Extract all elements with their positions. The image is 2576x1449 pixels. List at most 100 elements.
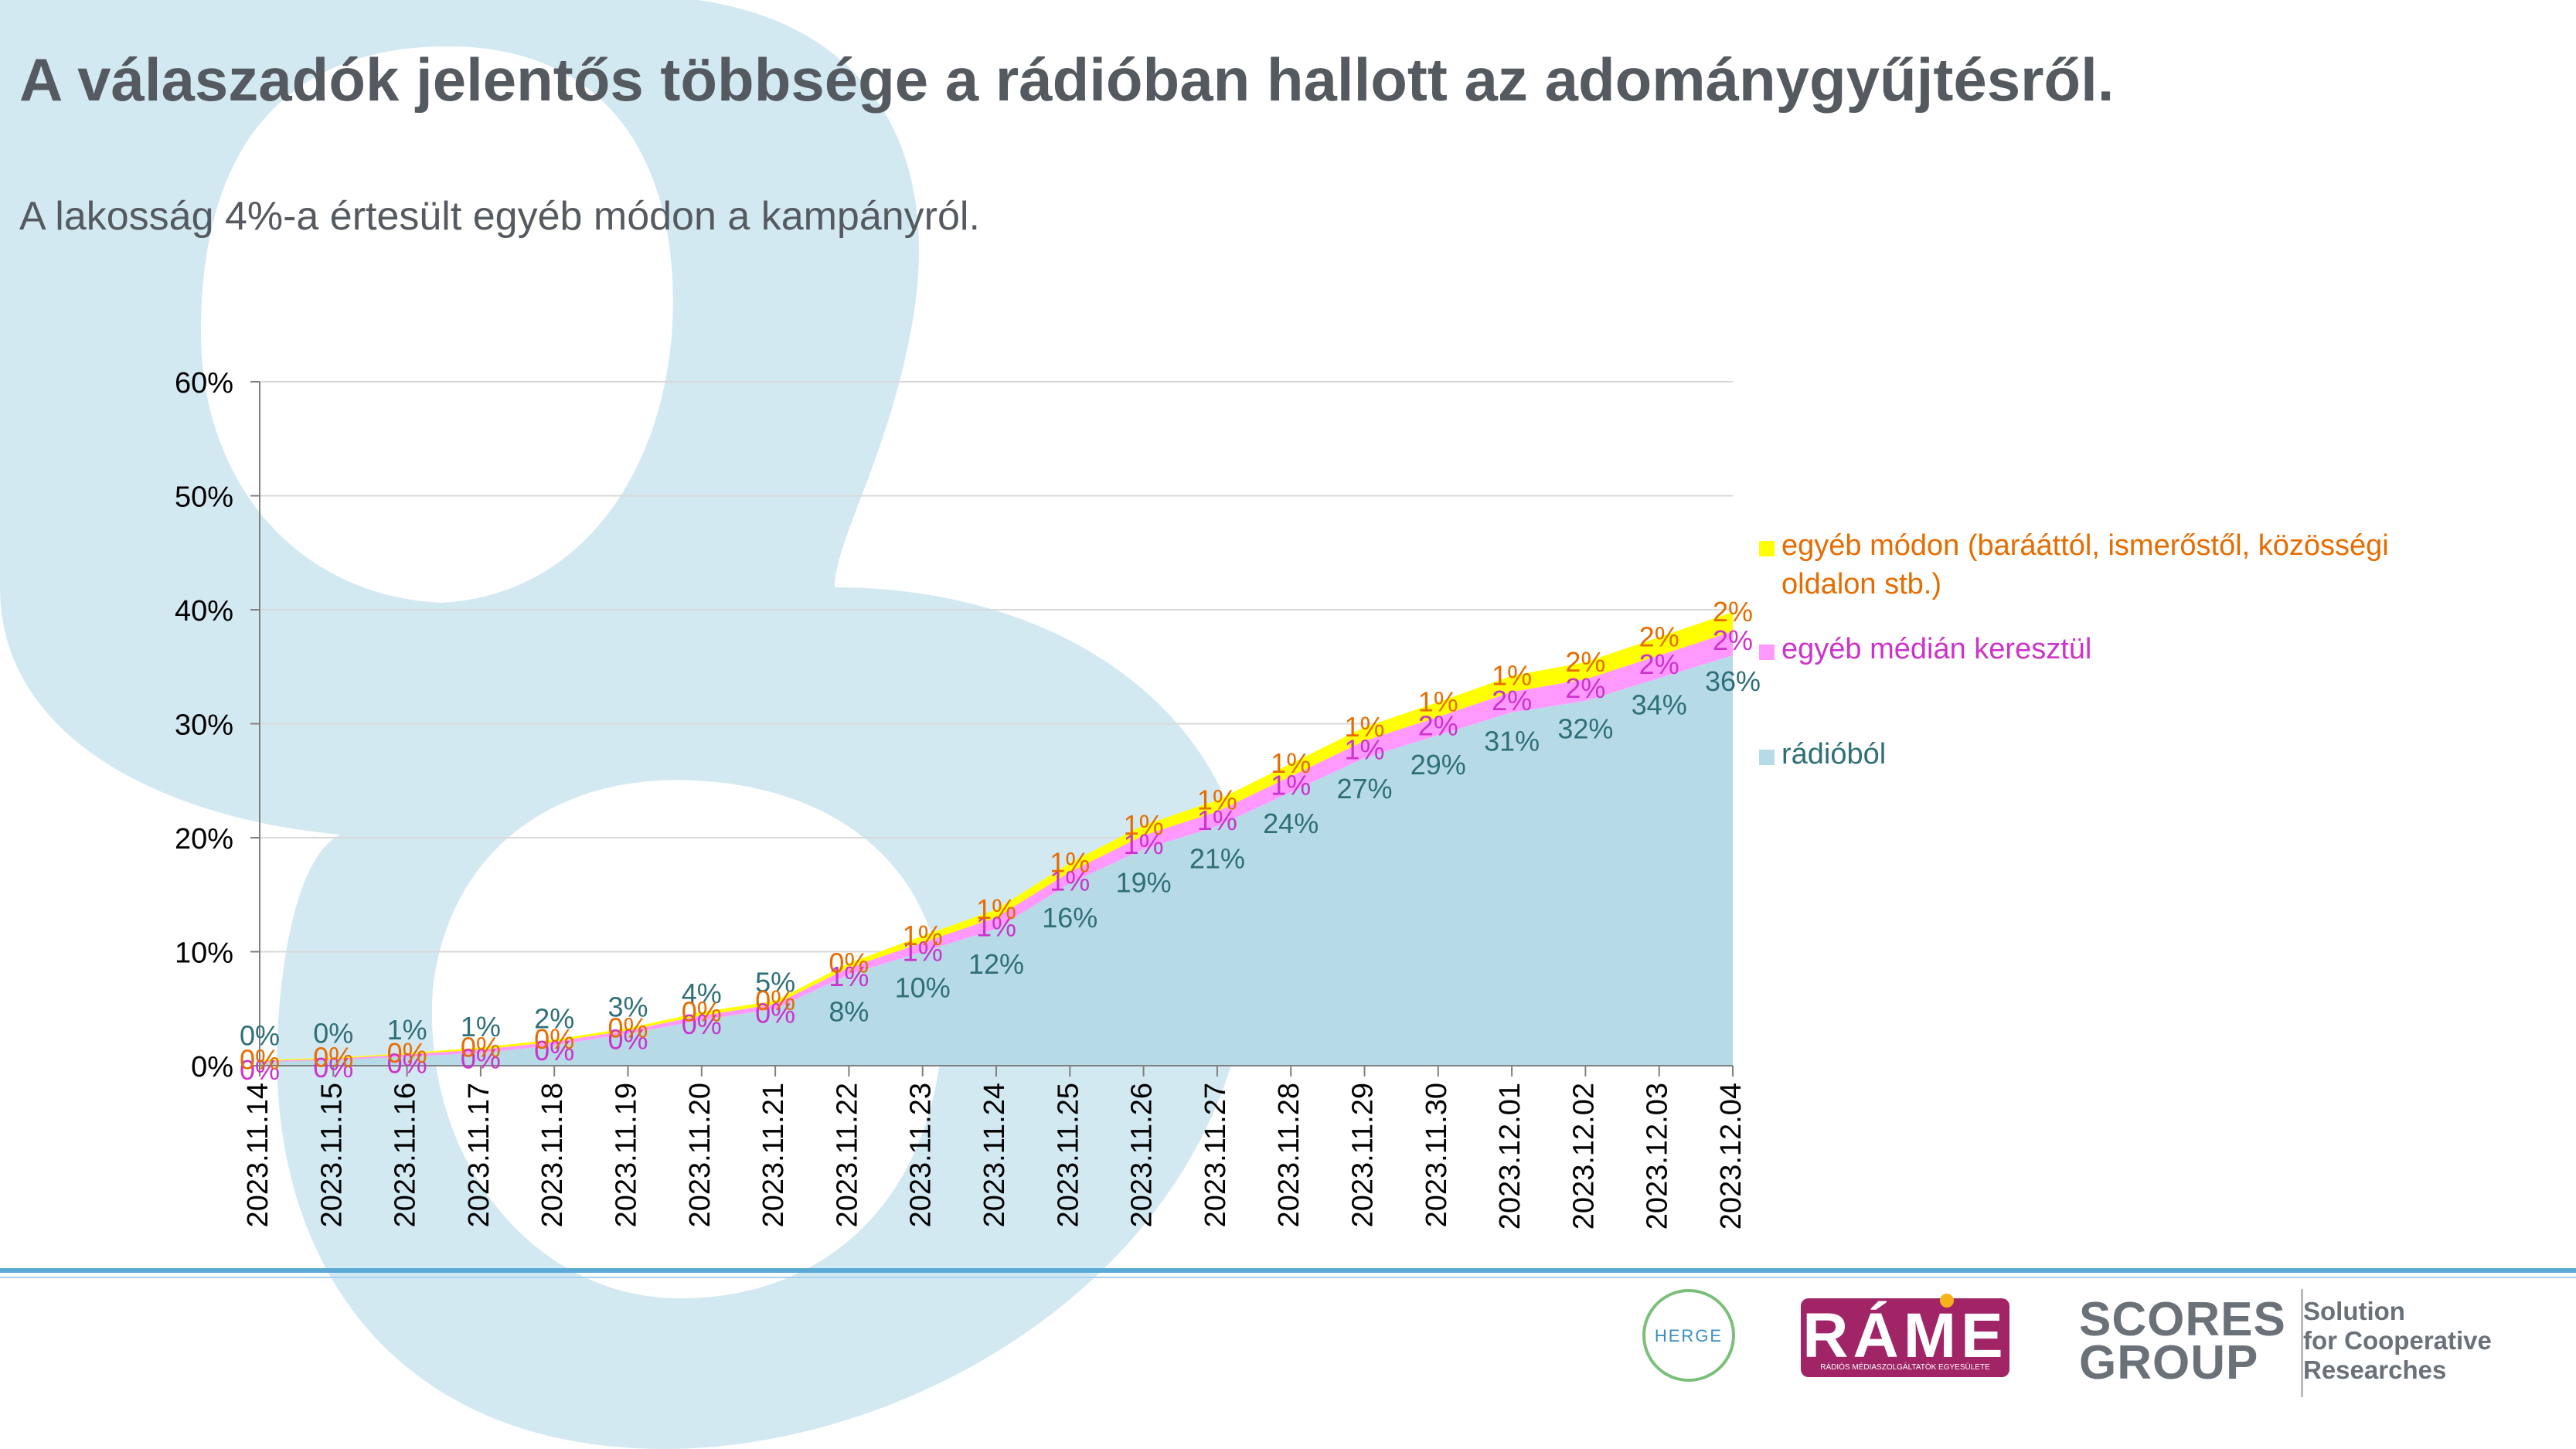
data-label-other: 0% xyxy=(461,1031,501,1063)
data-label-media: 0% xyxy=(313,1052,353,1083)
data-label-media: 1% xyxy=(1197,804,1237,836)
data-label-radio: 32% xyxy=(1557,713,1613,744)
data-label-radio: 27% xyxy=(1336,773,1392,804)
scores-tagline-line: for Cooperative xyxy=(2303,1326,2492,1355)
y-tick-label: 40% xyxy=(175,595,233,628)
data-label-radio: 0% xyxy=(313,1018,353,1049)
legend-swatch-radio xyxy=(1759,750,1775,765)
x-tick-label: 2023.11.17 xyxy=(463,1083,495,1227)
data-label-media: 2% xyxy=(1639,648,1679,680)
legend-swatch-other xyxy=(1759,541,1775,556)
stacked-area-chart: 0% 10% 20% 30% 40% 50% 60% 2023.11.14 2023.11.15… xyxy=(175,367,2389,1230)
legend-label-media: egyéb médián keresztül xyxy=(1781,633,2091,665)
data-label-other: 1% xyxy=(1050,846,1090,878)
scores-group-logo: SCORES GROUP xyxy=(2079,1292,2295,1389)
x-tick-label: 2023.11.25 xyxy=(1052,1083,1084,1227)
y-tick-label: 30% xyxy=(175,709,233,742)
x-tick-label: 2023.11.29 xyxy=(1347,1083,1380,1227)
x-tick-label: 2023.11.15 xyxy=(315,1083,348,1227)
x-tick-label: 2023.11.30 xyxy=(1421,1083,1453,1227)
x-tick-label: 2023.11.22 xyxy=(831,1083,863,1227)
rame-logo-text: RÁME xyxy=(1802,1301,2008,1371)
data-label-media: 1% xyxy=(1271,769,1311,801)
data-label-other: 1% xyxy=(976,893,1016,925)
data-label-radio: 10% xyxy=(895,972,951,1004)
legend-label-radio: rádióból xyxy=(1781,738,1886,770)
scores-logo-divider xyxy=(2301,1289,2303,1397)
x-tick-label: 2023.12.04 xyxy=(1715,1083,1747,1230)
x-tick-label: 2023.12.03 xyxy=(1642,1083,1674,1230)
scores-tagline-line: Solution xyxy=(2303,1297,2405,1325)
data-label-other: 0% xyxy=(240,1044,280,1076)
scores-logo-line1: SCORES xyxy=(2079,1293,2286,1346)
x-tick-label: 2023.11.20 xyxy=(684,1083,716,1227)
x-tick-label: 2023.11.23 xyxy=(905,1083,938,1227)
data-label-media: 2% xyxy=(1492,685,1532,716)
data-label-radio: 21% xyxy=(1189,843,1245,875)
x-tick-label: 2023.12.02 xyxy=(1567,1083,1600,1230)
scores-tagline-line: Researches xyxy=(2303,1355,2447,1384)
data-label-radio: 24% xyxy=(1263,808,1319,839)
data-label-other: 0% xyxy=(313,1042,353,1073)
data-label-media: 0% xyxy=(240,1054,280,1086)
footer-divider xyxy=(0,1268,2576,1273)
data-label-radio: 36% xyxy=(1705,665,1761,697)
area-radio xyxy=(260,655,1733,1066)
data-label-radio: 1% xyxy=(461,1011,501,1043)
page-title: A válaszadók jelentős többsége a rádióba… xyxy=(19,46,2115,114)
data-label-other: 0% xyxy=(829,947,869,978)
data-label-media: 0% xyxy=(755,997,795,1029)
x-tick-label: 2023.11.28 xyxy=(1273,1083,1305,1227)
data-label-media: 1% xyxy=(1050,865,1090,896)
rame-logo: RÁME RÁDIÓS MÉDIASZOLGÁLTATÓK EGYESÜLETE xyxy=(1801,1294,2009,1377)
x-tick-label: 2023.11.18 xyxy=(536,1083,569,1227)
data-label-other: 1% xyxy=(1344,711,1384,743)
data-label-other: 1% xyxy=(1492,660,1532,692)
herge-logo-text: HERGE xyxy=(1654,1326,1724,1345)
data-label-media: 0% xyxy=(461,1043,501,1074)
data-label-media: 0% xyxy=(682,1009,722,1040)
data-label-radio: 0% xyxy=(240,1020,280,1052)
y-tick-label: 10% xyxy=(175,937,233,970)
data-label-radio: 1% xyxy=(387,1014,427,1046)
scores-tagline: Solution for Cooperative Researches xyxy=(2302,1297,2503,1385)
data-label-other: 2% xyxy=(1639,621,1679,652)
data-label-radio: 3% xyxy=(607,992,648,1023)
data-label-other: 1% xyxy=(1418,685,1458,717)
x-tick-label: 2023.11.16 xyxy=(390,1083,422,1227)
data-label-other: 2% xyxy=(1713,596,1753,628)
data-label-radio: 5% xyxy=(755,966,795,998)
x-tick-label: 2023.11.26 xyxy=(1126,1083,1159,1227)
data-label-other: 0% xyxy=(607,1012,648,1043)
data-label-other: 0% xyxy=(387,1037,427,1069)
legend-swatch-media xyxy=(1759,645,1775,660)
data-label-radio: 8% xyxy=(829,995,869,1027)
data-label-media: 1% xyxy=(829,961,869,992)
data-label-other: 0% xyxy=(534,1023,574,1055)
data-label-radio: 29% xyxy=(1411,749,1466,781)
data-label-radio: 31% xyxy=(1484,725,1540,757)
data-label-radio: 4% xyxy=(682,978,722,1009)
rame-logo-subtext: RÁDIÓS MÉDIASZOLGÁLTATÓK EGYESÜLETE xyxy=(1820,1363,1990,1372)
data-label-other: 2% xyxy=(1565,646,1605,678)
footer-divider-thin xyxy=(0,1277,2576,1278)
scores-logo-line2: GROUP xyxy=(2079,1336,2259,1389)
x-tick-label: 2023.11.27 xyxy=(1200,1083,1232,1227)
y-tick-label: 60% xyxy=(175,367,233,400)
x-tick-label: 2023.11.24 xyxy=(978,1083,1011,1227)
legend-label-other: oldalon stb.) xyxy=(1781,568,1941,600)
data-label-radio: 2% xyxy=(534,1002,574,1034)
data-label-media: 1% xyxy=(1344,734,1384,766)
data-label-other: 0% xyxy=(755,985,795,1016)
x-tick-label: 2023.11.19 xyxy=(611,1083,643,1227)
data-label-media: 0% xyxy=(387,1047,427,1079)
data-label-media: 2% xyxy=(1418,710,1458,742)
rame-logo-dot xyxy=(1940,1294,1954,1308)
data-label-media: 0% xyxy=(607,1023,648,1055)
y-tick-label: 0% xyxy=(191,1051,233,1083)
y-tick-label: 50% xyxy=(175,481,233,514)
data-label-other: 1% xyxy=(903,920,943,951)
x-tick-label: 2023.12.01 xyxy=(1494,1083,1526,1230)
data-label-radio: 12% xyxy=(968,948,1024,980)
data-label-other: 1% xyxy=(1197,784,1237,815)
